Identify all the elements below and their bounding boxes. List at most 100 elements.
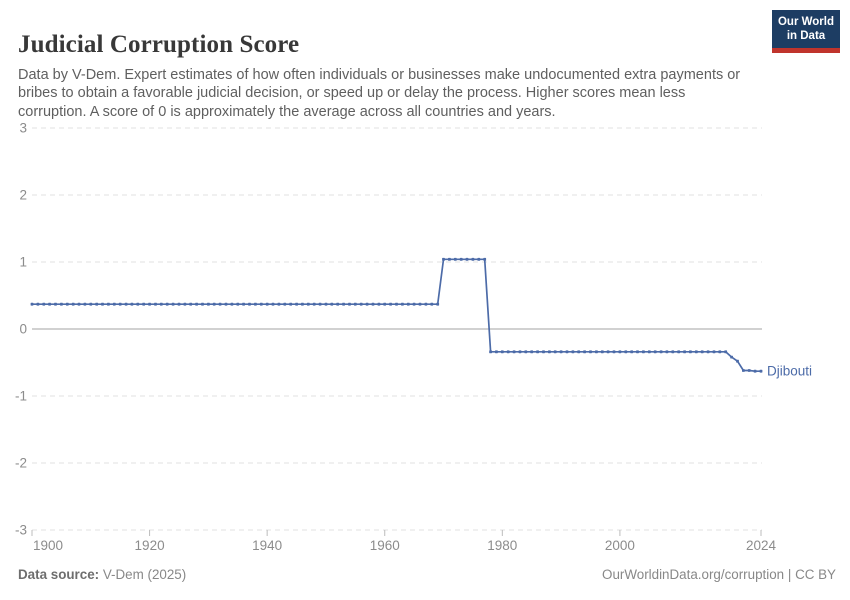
x-axis-tick-label: 1980 bbox=[487, 538, 517, 553]
data-point-marker bbox=[512, 350, 516, 354]
data-point-marker bbox=[495, 350, 498, 354]
data-point-marker bbox=[371, 302, 375, 306]
data-point-marker bbox=[747, 369, 751, 372]
data-point-marker bbox=[301, 302, 304, 306]
data-point-marker bbox=[759, 369, 763, 373]
data-point-marker bbox=[177, 302, 181, 306]
footer-credits: OurWorldinData.org/corruption | CC BY bbox=[602, 567, 836, 582]
data-source-label: Data source: bbox=[18, 567, 100, 582]
y-axis-tick-label: -2 bbox=[15, 456, 27, 471]
data-point-marker bbox=[636, 350, 639, 354]
data-source-value: V-Dem (2025) bbox=[102, 567, 187, 582]
x-axis-tick-label: 1940 bbox=[252, 538, 282, 553]
data-point-marker bbox=[742, 369, 745, 372]
data-point-marker bbox=[436, 302, 440, 306]
data-point-marker bbox=[489, 350, 492, 354]
data-point-marker bbox=[618, 350, 622, 354]
y-axis-tick-label: 1 bbox=[19, 255, 27, 270]
data-point-marker bbox=[230, 302, 234, 306]
data-point-marker bbox=[218, 302, 222, 306]
chart-subtitle: Data by V-Dem. Expert estimates of how o… bbox=[18, 66, 741, 120]
data-point-marker bbox=[418, 302, 422, 306]
data-point-marker bbox=[518, 350, 522, 354]
data-point-marker bbox=[653, 350, 657, 354]
data-point-marker bbox=[483, 257, 487, 261]
data-point-marker bbox=[471, 257, 475, 261]
data-point-marker bbox=[753, 369, 757, 373]
data-point-marker bbox=[677, 350, 681, 354]
data-point-marker bbox=[271, 302, 275, 306]
data-point-marker bbox=[242, 302, 245, 306]
data-point-marker bbox=[283, 302, 287, 306]
data-point-marker bbox=[201, 302, 204, 306]
data-point-marker bbox=[159, 302, 163, 306]
data-point-marker bbox=[277, 302, 281, 306]
data-point-marker bbox=[353, 302, 357, 306]
data-point-marker bbox=[730, 355, 733, 359]
data-point-marker bbox=[48, 302, 51, 306]
data-point-marker bbox=[500, 350, 504, 354]
data-point-marker bbox=[130, 302, 134, 306]
data-point-marker bbox=[383, 302, 387, 306]
data-point-marker bbox=[124, 302, 128, 306]
data-point-marker bbox=[65, 302, 69, 306]
data-point-marker bbox=[54, 302, 57, 306]
data-point-marker bbox=[571, 350, 575, 354]
data-point-marker bbox=[207, 302, 210, 306]
data-point-marker bbox=[647, 350, 651, 354]
data-point-marker bbox=[171, 302, 175, 306]
x-axis-tick-label: 1960 bbox=[370, 538, 400, 553]
data-point-marker bbox=[524, 350, 528, 354]
data-point-marker bbox=[254, 302, 257, 306]
data-point-marker bbox=[118, 302, 122, 306]
data-point-marker bbox=[295, 302, 298, 306]
data-point-marker bbox=[736, 359, 739, 363]
license-text: CC BY bbox=[795, 567, 836, 582]
data-point-marker bbox=[318, 302, 322, 306]
data-point-marker bbox=[195, 302, 198, 306]
page-title: Judicial Corruption Score bbox=[18, 30, 300, 58]
data-point-marker bbox=[142, 302, 146, 306]
data-point-marker bbox=[395, 302, 398, 306]
data-point-marker bbox=[365, 302, 369, 306]
data-point-marker bbox=[465, 257, 469, 261]
data-point-marker bbox=[694, 350, 698, 354]
data-point-marker bbox=[148, 302, 151, 306]
data-point-marker bbox=[77, 302, 81, 306]
data-point-marker bbox=[424, 302, 428, 306]
data-point-marker bbox=[412, 302, 416, 306]
footer-link[interactable]: OurWorldinData.org/corruption bbox=[602, 567, 785, 582]
data-point-marker bbox=[630, 350, 634, 354]
data-point-marker bbox=[101, 302, 104, 306]
x-axis-tick-label: 1920 bbox=[135, 538, 165, 553]
data-point-marker bbox=[453, 257, 457, 261]
data-point-marker bbox=[42, 302, 46, 306]
data-point-marker bbox=[506, 350, 510, 354]
data-point-marker bbox=[348, 302, 351, 306]
data-point-marker bbox=[406, 302, 410, 306]
data-point-marker bbox=[600, 350, 604, 354]
owid-logo: Our World in Data bbox=[772, 10, 840, 53]
data-point-marker bbox=[536, 350, 539, 354]
data-point-marker bbox=[712, 350, 716, 354]
data-point-marker bbox=[553, 350, 557, 354]
data-point-marker bbox=[577, 350, 581, 354]
data-point-marker bbox=[706, 350, 710, 354]
data-point-marker bbox=[359, 302, 363, 306]
series-line bbox=[31, 258, 762, 373]
data-point-marker bbox=[401, 302, 404, 306]
data-point-marker bbox=[248, 302, 251, 306]
data-point-marker bbox=[642, 350, 645, 354]
x-axis-tick-label: 1900 bbox=[33, 538, 63, 553]
x-axis-tick-label: 2024 bbox=[746, 538, 777, 553]
data-point-marker bbox=[671, 350, 675, 354]
x-axis-tick-label: 2000 bbox=[605, 538, 635, 553]
data-point-marker bbox=[189, 302, 193, 306]
data-point-marker bbox=[448, 257, 451, 261]
data-point-marker bbox=[312, 302, 316, 306]
data-point-marker bbox=[342, 302, 345, 306]
y-axis-tick-label: -3 bbox=[15, 523, 27, 538]
data-point-marker bbox=[165, 302, 169, 306]
